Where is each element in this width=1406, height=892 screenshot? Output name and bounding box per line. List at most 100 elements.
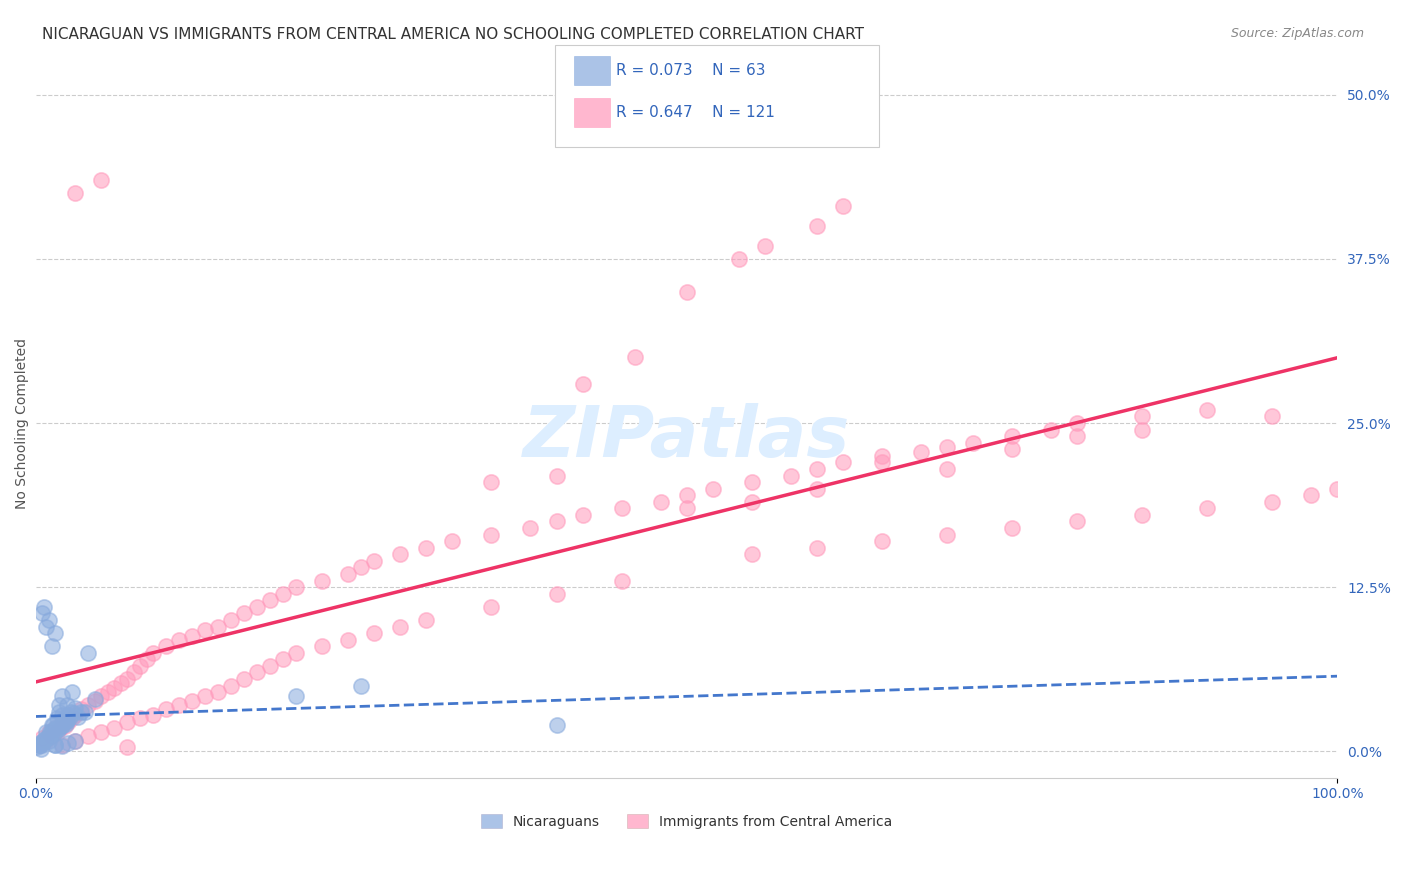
Point [181,629,204,643]
Point [155,702,177,716]
Point [233,672,256,686]
Point [415,613,437,627]
Point [1001,442,1024,457]
Point [56,714,79,728]
Point [936,462,959,476]
Point [27,738,49,752]
Point [77,698,100,713]
Point [285,646,308,660]
Point [571,376,593,391]
Point [1301,488,1323,502]
Point [35,724,58,739]
Text: NICARAGUAN VS IMMIGRANTS FROM CENTRAL AMERICA NO SCHOOLING COMPLETED CORRELATION: NICARAGUAN VS IMMIGRANTS FROM CENTRAL AM… [42,27,865,42]
Point [34,732,56,747]
Point [610,574,633,588]
Point [546,718,568,732]
Point [1066,515,1088,529]
Point [350,560,373,574]
Point [83,694,105,708]
Point [155,639,177,653]
Point [129,659,152,673]
Point [481,527,503,541]
Point [44,721,66,735]
Point [650,495,672,509]
Point [42,718,65,732]
Point [51,707,73,722]
Point [44,727,66,741]
Point [31,735,53,749]
Point [285,689,308,703]
Point [870,449,893,463]
Point [41,718,63,732]
Point [30,735,52,749]
Point [39,724,62,739]
Point [415,541,437,555]
Point [31,731,53,746]
Point [44,721,66,735]
Point [546,515,568,529]
Point [115,715,138,730]
Point [1066,416,1088,430]
Point [46,722,69,736]
Point [31,607,53,621]
Point [962,435,984,450]
Point [181,694,204,708]
Point [481,599,503,614]
Point [1040,423,1063,437]
Point [806,541,828,555]
Point [83,691,105,706]
Point [41,639,63,653]
Point [63,733,86,747]
Point [90,689,112,703]
Point [675,285,697,299]
Point [1001,521,1024,535]
Point [75,705,97,719]
Point [246,599,269,614]
Point [66,710,89,724]
Point [38,730,60,744]
Point [45,711,67,725]
Point [122,665,145,680]
Point [96,685,118,699]
Point [259,593,281,607]
Point [35,619,58,633]
Point [271,587,294,601]
Point [806,462,828,476]
Point [741,495,763,509]
Point [806,482,828,496]
Point [32,733,55,747]
Point [63,733,86,747]
Point [32,599,55,614]
Point [142,707,165,722]
Point [38,613,60,627]
Point [31,738,53,752]
Point [741,547,763,561]
Point [44,738,66,752]
Point [41,729,63,743]
Point [246,665,269,680]
Point [1326,482,1348,496]
Point [56,698,79,713]
Point [831,455,853,469]
Point [63,701,86,715]
Point [38,733,60,747]
Point [35,733,58,747]
Point [38,729,60,743]
Point [441,534,464,549]
Point [910,445,932,459]
Point [62,706,84,721]
Point [285,580,308,594]
Point [60,705,83,719]
Point [727,252,749,266]
Text: Source: ZipAtlas.com: Source: ZipAtlas.com [1230,27,1364,40]
Point [675,488,697,502]
Point [806,219,828,233]
Point [167,632,190,647]
Point [51,719,73,733]
Point [49,719,72,733]
Point [37,731,59,746]
Point [63,707,86,722]
Point [546,587,568,601]
Point [546,468,568,483]
Point [363,554,385,568]
